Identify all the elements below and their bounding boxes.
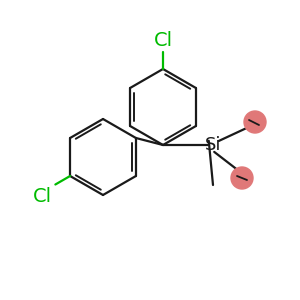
Text: Cl: Cl <box>33 187 52 206</box>
Text: Cl: Cl <box>153 31 172 50</box>
Text: Si: Si <box>205 136 221 154</box>
Circle shape <box>244 111 266 133</box>
Circle shape <box>231 167 253 189</box>
